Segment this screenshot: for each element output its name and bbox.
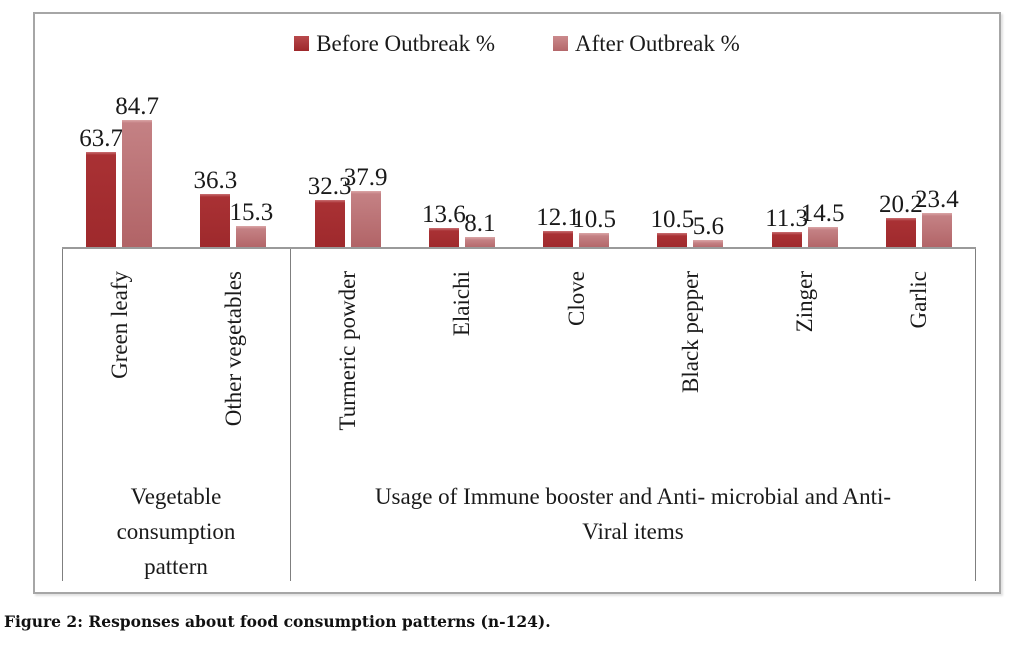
figure-caption: Figure 2: Responses about food consumpti…: [4, 612, 551, 631]
category-label-elaichi: Elaichi: [449, 271, 475, 337]
category-column-zinger: 11.3 14.5: [748, 14, 862, 249]
barwrap-before-green-leafy: 63.7: [79, 126, 123, 249]
bar-before-garlic: [885, 218, 916, 249]
category-column-turmeric-powder: 32.3 37.9: [291, 14, 405, 249]
group-divider-line: [290, 249, 291, 581]
group-label-vegetable-consumption: Vegetable consumption pattern: [62, 479, 290, 584]
bar-after-black-pepper: [693, 240, 724, 249]
data-label-after-turmeric-powder: 37.9: [343, 164, 388, 191]
category-label-green-leafy: Green leafy: [106, 271, 132, 379]
barwrap-before-clove: 12.1: [536, 205, 580, 249]
bar-before-turmeric-powder: [314, 200, 345, 249]
barwrap-after-clove: 10.5: [572, 207, 616, 249]
data-label-before-clove: 12.1: [536, 204, 580, 231]
legend-item-after: After Outbreak %: [553, 32, 740, 55]
group-label-immune-booster-usage: Usage of Immune booster and Anti- microb…: [290, 479, 976, 549]
category-column-clove: 12.1 10.5: [519, 14, 633, 249]
plot-area: 63.7 84.7 36.3 15.3 32.3 37.9 13.6 8.1 12.1 10.5 1…: [62, 14, 976, 249]
label-box-left-line: [62, 249, 63, 581]
label-box-right-line: [975, 249, 976, 581]
data-label-after-zinger: 14.5: [800, 200, 845, 227]
barwrap-before-other-vegetables: 36.3: [194, 168, 237, 249]
bar-before-black-pepper: [657, 233, 688, 249]
category-column-elaichi: 13.6 8.1: [405, 14, 519, 249]
category-column-garlic: 20.2 23.4: [862, 14, 976, 249]
legend-label-before: Before Outbreak %: [316, 31, 496, 56]
legend-item-before: Before Outbreak %: [294, 32, 495, 55]
barwrap-before-elaichi: 13.6: [422, 202, 466, 249]
group-label-line: Vegetable: [130, 484, 222, 509]
category-label-cell-elaichi: Elaichi: [405, 249, 519, 494]
barwrap-after-turmeric-powder: 37.9: [344, 165, 388, 249]
barwrap-before-turmeric-powder: 32.3: [308, 174, 352, 249]
category-column-black-pepper: 10.5 5.6: [633, 14, 747, 249]
data-label-before-elaichi: 13.6: [422, 201, 466, 228]
bar-after-elaichi: [464, 237, 495, 249]
bar-after-clove: [579, 233, 610, 249]
legend-swatch-before-icon: [294, 36, 310, 51]
legend-label-after: After Outbreak %: [575, 31, 740, 56]
category-column-green-leafy: 63.7 84.7: [62, 14, 176, 249]
category-label-cell-clove: Clove: [519, 249, 633, 494]
data-label-before-garlic: 20.2: [879, 191, 923, 218]
category-label-cell-zinger: Zinger: [748, 249, 862, 494]
bar-after-zinger: [807, 227, 838, 249]
bar-before-elaichi: [428, 228, 459, 249]
data-label-after-garlic: 23.4: [915, 186, 959, 213]
group-label-line: Usage of Immune booster and Anti- microb…: [374, 484, 892, 509]
bar-before-other-vegetables: [200, 194, 231, 249]
x-axis-line: [62, 247, 976, 249]
bar-before-green-leafy: [86, 152, 117, 249]
category-column-other-vegetables: 36.3 15.3: [176, 14, 290, 249]
category-label-cell-black-pepper: Black pepper: [633, 249, 747, 494]
category-label-cell-turmeric-powder: Turmeric powder: [291, 249, 405, 494]
legend-swatch-after-icon: [553, 36, 569, 51]
data-label-after-black-pepper: 5.6: [692, 213, 724, 240]
data-label-before-zinger: 11.3: [765, 205, 809, 232]
bar-after-green-leafy: [122, 120, 153, 249]
data-label-before-green-leafy: 63.7: [79, 125, 123, 152]
barwrap-after-other-vegetables: 15.3: [230, 200, 273, 249]
group-label-line: pattern: [144, 554, 208, 579]
category-label-cell-other-vegetables: Other vegetables: [176, 249, 290, 494]
barwrap-before-garlic: 20.2: [879, 192, 923, 249]
category-label-other-vegetables: Other vegetables: [220, 271, 246, 427]
category-labels-row: Green leafy Other vegetables Turmeric powd…: [62, 249, 976, 494]
bar-before-zinger: [771, 232, 802, 249]
bar-after-turmeric-powder: [350, 191, 381, 249]
category-label-clove: Clove: [563, 271, 589, 326]
data-label-before-other-vegetables: 36.3: [193, 167, 238, 194]
group-label-line: Viral items: [582, 519, 684, 544]
bar-after-other-vegetables: [236, 226, 267, 249]
category-label-cell-green-leafy: Green leafy: [62, 249, 176, 494]
barwrap-before-black-pepper: 10.5: [651, 207, 694, 249]
data-label-before-turmeric-powder: 32.3: [307, 173, 352, 200]
chart-container: Before Outbreak % After Outbreak % 63.7 8…: [33, 12, 1001, 594]
data-label-after-other-vegetables: 15.3: [229, 199, 274, 226]
group-label-line: consumption: [116, 519, 236, 544]
category-label-zinger: Zinger: [792, 271, 818, 333]
bar-before-clove: [543, 231, 574, 249]
category-label-black-pepper: Black pepper: [677, 271, 703, 393]
data-label-after-elaichi: 8.1: [464, 210, 496, 237]
barwrap-after-elaichi: 8.1: [464, 211, 496, 249]
barwrap-after-zinger: 14.5: [801, 201, 845, 249]
bar-after-garlic: [921, 213, 952, 249]
data-label-before-black-pepper: 10.5: [650, 206, 695, 233]
category-label-cell-garlic: Garlic: [862, 249, 976, 494]
chart-legend: Before Outbreak % After Outbreak %: [35, 32, 999, 55]
barwrap-after-black-pepper: 5.6: [693, 214, 724, 249]
data-label-after-green-leafy: 84.7: [115, 93, 159, 120]
category-label-turmeric-powder: Turmeric powder: [335, 271, 361, 431]
barwrap-after-green-leafy: 84.7: [115, 94, 159, 249]
data-label-after-clove: 10.5: [572, 206, 616, 233]
barwrap-after-garlic: 23.4: [915, 187, 959, 249]
barwrap-before-zinger: 11.3: [765, 206, 808, 249]
category-label-garlic: Garlic: [906, 271, 932, 329]
category-label-area: Green leafy Other vegetables Turmeric powd…: [62, 249, 976, 581]
